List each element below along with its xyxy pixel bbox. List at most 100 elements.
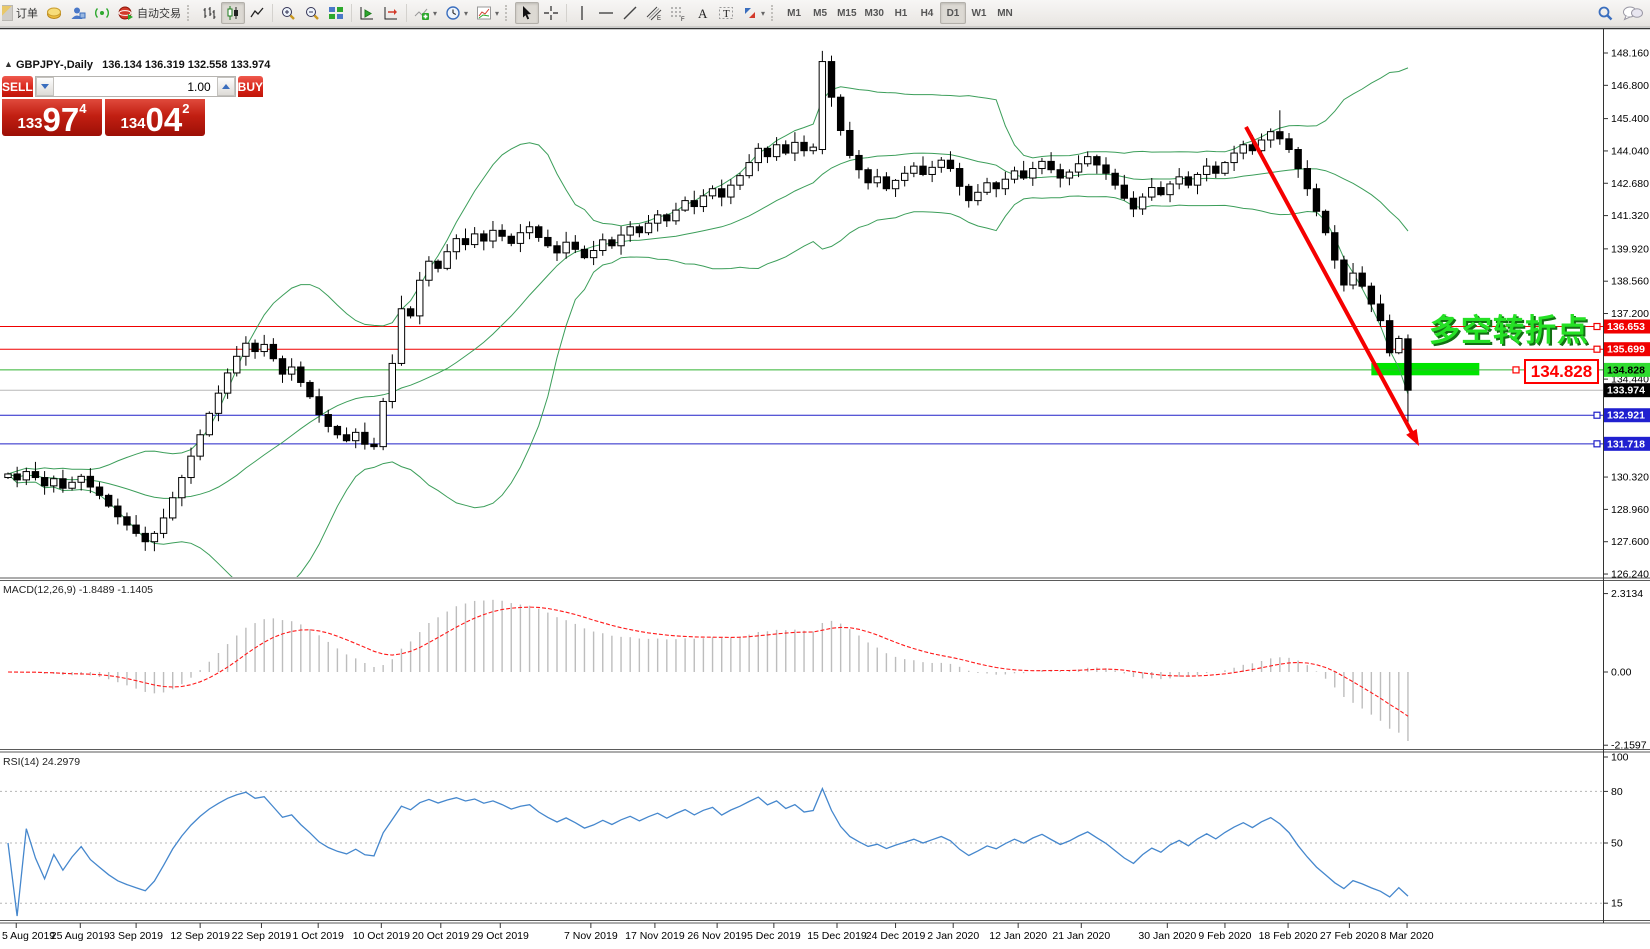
collapse-arrow-icon[interactable]: ▲ — [4, 59, 13, 69]
timeframe-W1[interactable]: W1 — [971, 7, 987, 19]
channel-icon: E — [646, 6, 662, 21]
candlestick-icon — [227, 6, 238, 20]
svg-text:142.680: 142.680 — [1611, 178, 1649, 190]
periods-button[interactable]: ▾ — [441, 2, 472, 24]
svg-text:135.699: 135.699 — [1607, 344, 1645, 356]
crosshair-button[interactable] — [539, 2, 563, 24]
signal-button[interactable] — [90, 2, 114, 24]
line-chart-button[interactable] — [245, 2, 269, 24]
sell-price-display[interactable]: 133 97 4 — [2, 99, 102, 136]
clock-icon — [446, 6, 460, 20]
periods-caret-icon: ▾ — [464, 8, 469, 18]
timeframe-M30[interactable]: M30 — [864, 7, 884, 19]
templates-caret-icon: ▾ — [495, 8, 500, 18]
timeframe-bar: M1 M5 M15 M30 H1 H4 D1 W1 MN — [781, 2, 1018, 24]
timeframe-MN[interactable]: MN — [997, 7, 1013, 19]
svg-text:F: F — [681, 17, 685, 21]
ohlc-values: 136.134 136.319 132.558 133.974 — [102, 59, 271, 71]
equidistant-channel-tool[interactable]: E — [642, 2, 666, 24]
chat-button[interactable] — [1618, 2, 1648, 24]
svg-text:24 Dec 2019: 24 Dec 2019 — [866, 930, 926, 942]
text-tool[interactable]: A — [690, 2, 714, 24]
svg-text:9 Feb 2020: 9 Feb 2020 — [1198, 930, 1251, 942]
gold-chart-button[interactable] — [42, 2, 66, 24]
text-label-icon: T — [719, 7, 734, 20]
timeframe-M5[interactable]: M5 — [813, 7, 828, 19]
auto-scroll-icon — [360, 7, 373, 20]
signal-icon — [95, 8, 109, 18]
templates-button[interactable]: ▾ — [472, 2, 503, 24]
svg-text:10 Oct 2019: 10 Oct 2019 — [353, 930, 410, 942]
bar-chart-button[interactable] — [197, 2, 221, 24]
trendline-icon — [623, 6, 637, 20]
chart-shift-button[interactable] — [379, 2, 403, 24]
svg-text:12 Jan 2020: 12 Jan 2020 — [989, 930, 1047, 942]
vertical-line-tool[interactable] — [570, 2, 594, 24]
timeframe-D1[interactable]: D1 — [939, 2, 966, 24]
cursor-button[interactable] — [515, 2, 540, 24]
sell-button[interactable]: SELL — [2, 76, 33, 97]
fibonacci-tool[interactable]: F — [666, 2, 690, 24]
svg-text:134.828: 134.828 — [1607, 364, 1645, 376]
search-button[interactable] — [1593, 2, 1618, 24]
svg-text:15: 15 — [1611, 898, 1623, 910]
new-order-button[interactable]: 订单 — [0, 2, 42, 24]
svg-text:T: T — [723, 8, 730, 20]
volume-stepper — [34, 76, 236, 97]
zoom-out-icon — [306, 7, 319, 20]
svg-text:21 Jan 2020: 21 Jan 2020 — [1052, 930, 1110, 942]
svg-text:15 Dec 2019: 15 Dec 2019 — [807, 930, 867, 942]
svg-text:22 Sep 2019: 22 Sep 2019 — [232, 930, 292, 942]
svg-text:136.653: 136.653 — [1607, 321, 1645, 333]
zoom-in-icon — [282, 7, 295, 20]
autotrading-icon — [118, 6, 133, 20]
buy-price-display[interactable]: 134 04 2 — [105, 99, 205, 136]
svg-text:E: E — [657, 16, 661, 21]
svg-text:146.800: 146.800 — [1611, 80, 1649, 92]
svg-text:20 Oct 2019: 20 Oct 2019 — [412, 930, 469, 942]
svg-text:141.320: 141.320 — [1611, 210, 1649, 222]
indicators-button[interactable]: ▾ — [410, 2, 441, 24]
line-chart-icon — [250, 7, 264, 18]
price-level-label[interactable]: 134.828 — [1524, 359, 1599, 384]
contacts-button[interactable] — [66, 2, 90, 24]
arrows-tool[interactable]: ▾ — [738, 2, 769, 24]
horizontal-line-tool[interactable] — [594, 2, 618, 24]
candlestick-chart-button[interactable] — [221, 2, 245, 24]
zoom-in-button[interactable] — [276, 2, 300, 24]
chart-text-annotation[interactable]: 多空转折点 — [1429, 313, 1589, 348]
search-icon — [1598, 6, 1613, 20]
timeframe-M1[interactable]: M1 — [787, 7, 802, 19]
volume-input[interactable] — [53, 77, 217, 96]
auto-scroll-button[interactable] — [355, 2, 379, 24]
timeframe-H1[interactable]: H1 — [894, 7, 908, 19]
trendline-tool[interactable] — [618, 2, 642, 24]
timeframe-H4[interactable]: H4 — [920, 7, 934, 19]
svg-text:12 Sep 2019: 12 Sep 2019 — [170, 930, 230, 942]
chart-canvas[interactable]: 148.160 146.800 145.400 144.040 142.680 141.3… — [0, 27, 1650, 949]
vertical-line-icon — [581, 6, 583, 20]
svg-text:29 Oct 2019: 29 Oct 2019 — [472, 930, 529, 942]
svg-text:26 Nov 2019: 26 Nov 2019 — [687, 930, 747, 942]
svg-text:126.240: 126.240 — [1611, 569, 1649, 581]
volume-increase-button[interactable] — [216, 77, 235, 96]
indicators-caret-icon: ▾ — [433, 8, 438, 18]
buy-button[interactable]: BUY — [237, 76, 264, 97]
volume-decrease-button[interactable] — [35, 77, 54, 96]
svg-text:144.040: 144.040 — [1611, 145, 1649, 157]
zoom-out-button[interactable] — [300, 2, 324, 24]
timeframe-M15[interactable]: M15 — [837, 7, 857, 19]
svg-text:50: 50 — [1611, 838, 1623, 850]
autotrading-button[interactable]: 自动交易 — [114, 2, 185, 24]
contacts-icon — [71, 7, 86, 19]
svg-text:133.974: 133.974 — [1607, 385, 1645, 397]
arrows-icon — [745, 8, 756, 18]
tile-windows-button[interactable] — [324, 2, 348, 24]
text-label-tool[interactable]: T — [714, 2, 738, 24]
svg-text:27 Feb 2020: 27 Feb 2020 — [1320, 930, 1379, 942]
svg-text:138.560: 138.560 — [1611, 276, 1649, 288]
svg-text:148.160: 148.160 — [1611, 48, 1649, 60]
svg-text:30 Jan 2020: 30 Jan 2020 — [1138, 930, 1196, 942]
indicators-icon — [414, 8, 429, 20]
